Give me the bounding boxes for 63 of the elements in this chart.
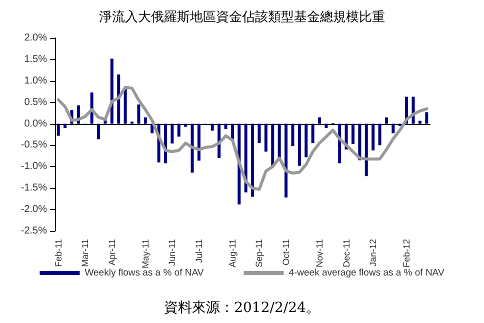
bar: [271, 124, 274, 166]
x-tick-label: Apr-11: [106, 239, 117, 266]
bar: [364, 124, 368, 176]
bar: [278, 124, 281, 158]
bar: [197, 124, 200, 161]
x-tick-label: Nov-11: [314, 239, 325, 268]
bar: [351, 124, 354, 144]
bar: [384, 117, 388, 124]
x-tick-label: Feb-11: [53, 239, 64, 267]
y-tick-label: -1.0%: [20, 161, 48, 172]
bar: [117, 74, 120, 124]
y-tick-label: 1.5%: [24, 54, 48, 65]
bar: [144, 117, 147, 124]
bar: [425, 112, 428, 124]
bar: [224, 124, 228, 129]
x-tick-label: Mar-11: [80, 239, 90, 267]
y-tick-label: -2.0%: [20, 204, 48, 216]
x-tick-label: Jul-11: [194, 239, 204, 263]
y-tick-label: 0.0%: [24, 118, 48, 130]
bar: [190, 124, 194, 173]
bar: [251, 124, 254, 197]
x-tick-label: Feb-12: [402, 239, 412, 268]
bar: [372, 124, 375, 150]
source-note: 資料來源：2012/2/24。: [164, 300, 320, 316]
bar: [258, 124, 261, 144]
bar: [418, 120, 422, 124]
bar: [184, 124, 188, 127]
bar: [291, 124, 294, 146]
y-tick-label: 1.0%: [24, 75, 48, 86]
x-tick-label: Dec-11: [341, 239, 352, 268]
bar: [170, 124, 174, 144]
bar: [64, 124, 67, 128]
bar: [124, 87, 127, 124]
bar: [318, 117, 322, 124]
bar: [392, 124, 395, 134]
y-tick-label: 0.5%: [24, 96, 48, 108]
bar: [284, 124, 288, 198]
y-tick-label: -2.5%: [20, 226, 48, 236]
bar: [304, 124, 308, 158]
x-tick-label: Aug-11: [227, 239, 238, 268]
bar: [324, 124, 328, 128]
bar: [56, 124, 60, 136]
bar: [97, 124, 100, 140]
x-tick-label: May-11: [140, 239, 150, 268]
x-tick-label: Oct-11: [281, 239, 292, 266]
bar: [137, 104, 140, 124]
legend-label: 4-week average flows as a % of NAV: [288, 268, 445, 278]
chart-title: 淨流入大俄羅斯地區資金佔該類型基金總規模比重: [99, 9, 385, 25]
bar: [298, 124, 301, 166]
y-tick-label: -0.5%: [20, 140, 48, 151]
bar: [264, 124, 268, 152]
bar: [311, 124, 314, 144]
bar: [177, 124, 180, 137]
x-tick-label: Sep-11: [254, 239, 264, 268]
x-tick-label: Jun-11: [167, 239, 178, 266]
legend-label: Weekly flows as a % of NAV: [84, 268, 204, 278]
y-tick-label: 2.0%: [24, 32, 48, 44]
bar: [244, 124, 248, 192]
y-tick-label: -1.5%: [20, 182, 48, 194]
bar: [110, 58, 114, 124]
x-tick-label: Jan-12: [368, 239, 378, 267]
bar: [378, 124, 382, 146]
bar: [210, 124, 214, 131]
